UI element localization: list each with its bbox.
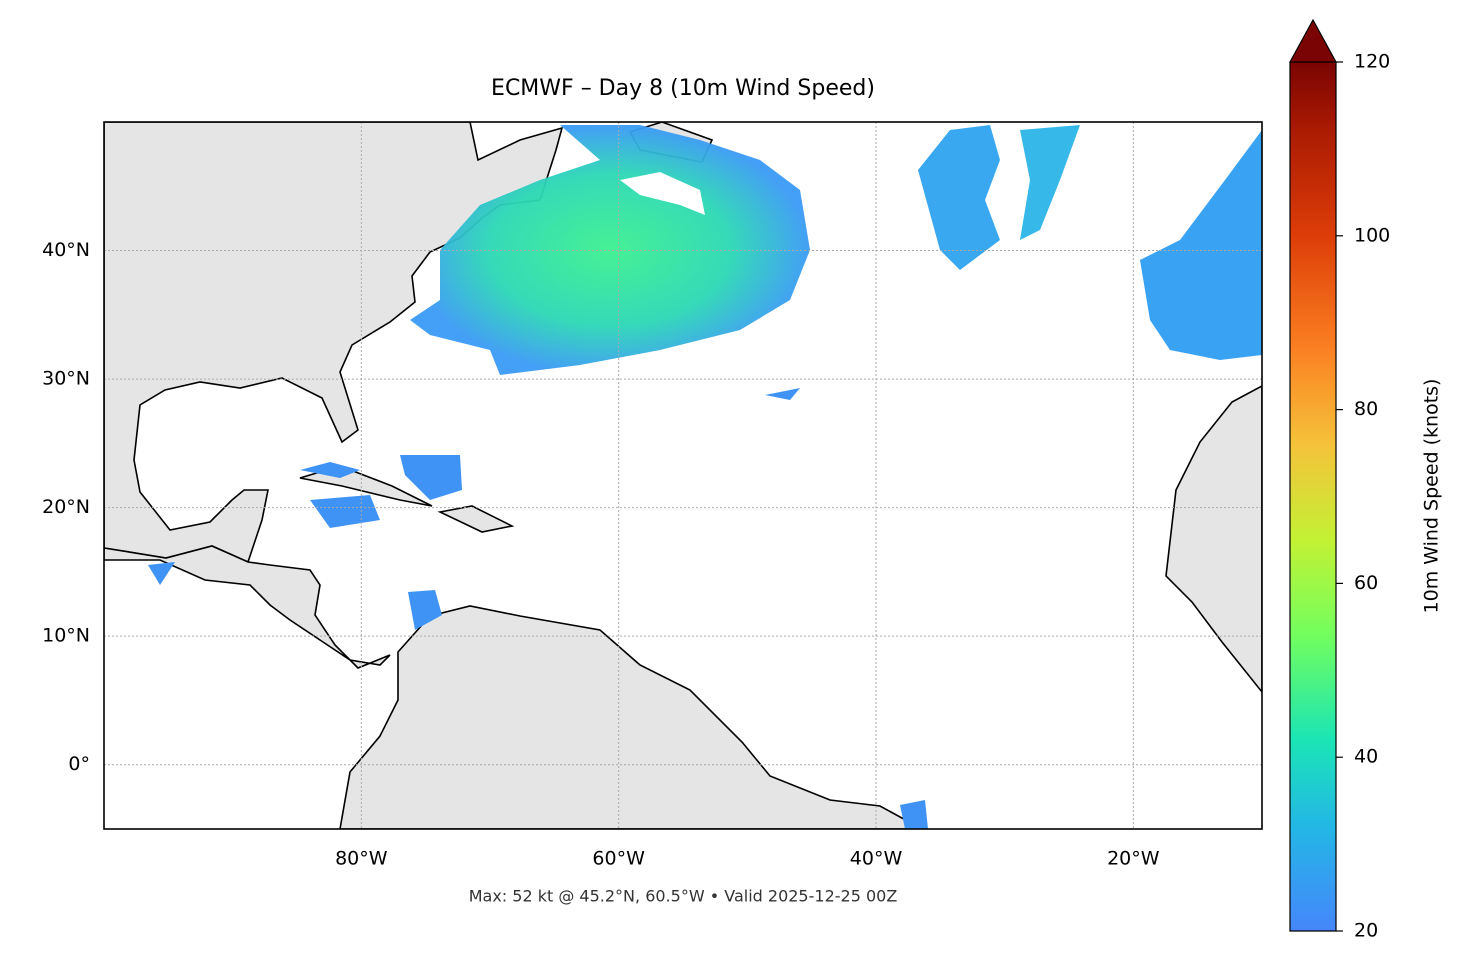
central-america — [104, 546, 398, 829]
colorbar-fill — [1290, 62, 1336, 931]
x-tick-label: 40°W — [850, 848, 903, 870]
colorbar-tick-label: 100 — [1354, 224, 1390, 246]
colorbar-tick-label: 80 — [1354, 398, 1378, 420]
footer-note: Max: 52 kt @ 45.2°N, 60.5°W • Valid 2025… — [469, 887, 898, 906]
x-tick-label: 60°W — [592, 848, 645, 870]
y-tick-label: 0° — [68, 753, 90, 775]
x-tick-label: 80°W — [335, 848, 388, 870]
y-tick-label: 10°N — [42, 625, 90, 647]
wind-gap — [620, 172, 705, 215]
chart-title: ECMWF – Day 8 (10m Wind Speed) — [491, 76, 875, 101]
colorbar-tick-label: 60 — [1354, 572, 1378, 594]
colorbar-tick-label: 120 — [1354, 51, 1390, 73]
wind-field — [918, 125, 1000, 270]
y-tick-label: 20°N — [42, 496, 90, 518]
colorbar-tick-label: 40 — [1354, 746, 1378, 768]
x-tick-label: 20°W — [1107, 848, 1160, 870]
y-tick-label: 40°N — [42, 239, 90, 261]
wind-field — [410, 125, 810, 375]
colorbar-label: 10m Wind Speed (knots) — [1421, 379, 1443, 614]
south-america — [339, 605, 923, 829]
mexico-central-america — [104, 545, 391, 669]
wind-field — [148, 388, 928, 829]
map-area — [104, 122, 1262, 829]
colorbar — [1288, 18, 1343, 932]
colorbar-frame — [1289, 62, 1337, 932]
wind-field — [1140, 130, 1262, 360]
wind-field — [1020, 125, 1080, 240]
y-tick-label: 30°N — [42, 368, 90, 390]
africa — [1165, 385, 1262, 694]
colorbar-extension — [1288, 18, 1338, 63]
map-frame — [103, 121, 1263, 830]
colorbar-tick-label: 20 — [1354, 920, 1378, 942]
